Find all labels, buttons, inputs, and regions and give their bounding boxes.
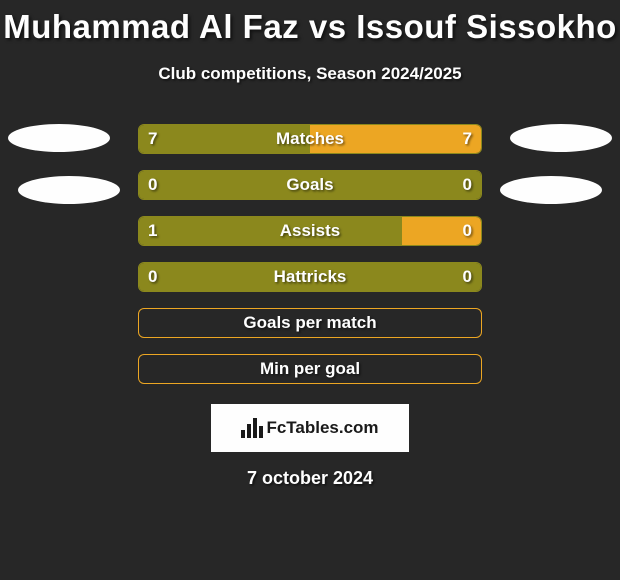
- value-left: 1: [148, 216, 157, 246]
- page-title: Muhammad Al Faz vs Issouf Sissokho: [0, 8, 620, 46]
- value-right: 0: [463, 262, 472, 292]
- bar-track: [138, 262, 482, 292]
- value-right: 7: [463, 124, 472, 154]
- bar-right: [310, 125, 481, 153]
- metric-row: Matches77: [0, 124, 620, 170]
- bar-left: [139, 171, 481, 199]
- value-right: 0: [463, 170, 472, 200]
- metric-row: Goals00: [0, 170, 620, 216]
- metric-row: Goals per match: [0, 308, 620, 354]
- date-label: 7 october 2024: [0, 468, 620, 489]
- comparison-infographic: Muhammad Al Faz vs Issouf Sissokho Club …: [0, 0, 620, 489]
- bar-track: [138, 308, 482, 338]
- page-subtitle: Club competitions, Season 2024/2025: [0, 64, 620, 84]
- bars-icon: [241, 418, 263, 438]
- bar-left: [139, 125, 310, 153]
- value-right: 0: [463, 216, 472, 246]
- chart-area: Matches77Goals00Assists10Hattricks00Goal…: [0, 124, 620, 400]
- value-left: 0: [148, 170, 157, 200]
- value-left: 7: [148, 124, 157, 154]
- bar-track: [138, 216, 482, 246]
- bar-track: [138, 354, 482, 384]
- bar-track: [138, 170, 482, 200]
- metric-row: Min per goal: [0, 354, 620, 400]
- value-left: 0: [148, 262, 157, 292]
- bar-left: [139, 263, 481, 291]
- metric-row: Hattricks00: [0, 262, 620, 308]
- source-badge: FcTables.com: [211, 404, 409, 452]
- bar-track: [138, 124, 482, 154]
- badge-text: FcTables.com: [266, 418, 378, 438]
- metric-row: Assists10: [0, 216, 620, 262]
- bar-left: [139, 217, 402, 245]
